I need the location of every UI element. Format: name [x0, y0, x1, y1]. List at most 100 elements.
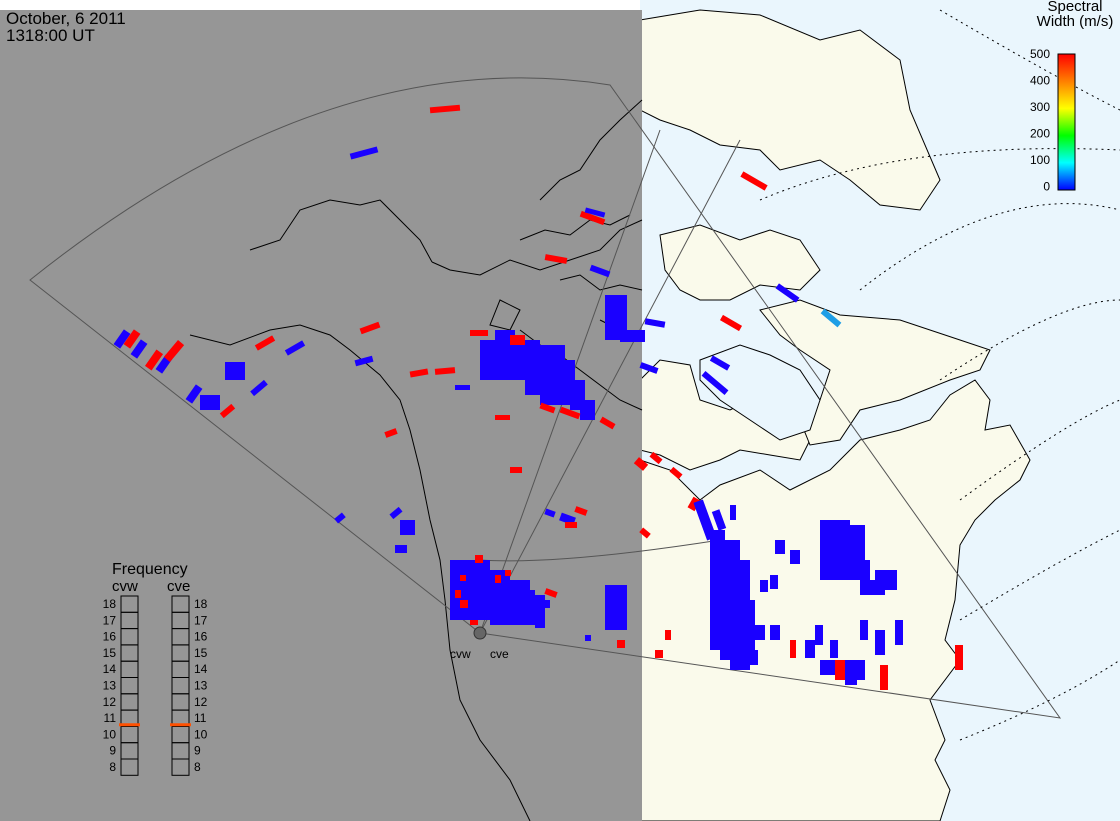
scatter-cell [701, 371, 729, 395]
radar-label-cve: cve [490, 647, 509, 661]
scatter-cell [639, 527, 651, 539]
scatter-cell [144, 349, 164, 371]
colorbar-tick-label: 500 [1030, 47, 1050, 61]
scatter-cell [835, 660, 845, 680]
scatter-cell [790, 550, 800, 564]
scatter-cell [644, 318, 666, 328]
scatter-cell [740, 171, 768, 191]
scatter-cell [580, 400, 595, 420]
scatter-cell [669, 466, 683, 480]
scatter-cell [585, 635, 591, 641]
freq-label: 11 [104, 711, 117, 725]
freq-label: 12 [103, 695, 117, 709]
latitude-arcs [759, 9, 1120, 741]
scatter-cell [719, 314, 743, 332]
scatter-cell [500, 355, 525, 380]
colorbar-tick-label: 0 [1043, 180, 1050, 194]
scatter-cell [123, 329, 141, 349]
scatter-cell [620, 330, 645, 342]
scatter-cell [617, 640, 625, 648]
scatter-cell [544, 254, 568, 264]
colorbar-title-line1: Spectral [1047, 0, 1103, 15]
scatter-cell [225, 362, 245, 380]
scatter-cell [584, 207, 606, 218]
scatter-cell [565, 522, 577, 528]
scatter-cell [711, 509, 727, 531]
freq-label: 9 [194, 744, 201, 758]
scatter-cell [875, 630, 885, 655]
scatter-cell [470, 620, 478, 625]
scatter-cell [655, 650, 663, 658]
scatter-cell [760, 580, 768, 592]
scatter-cell [885, 570, 897, 590]
colorbar-title-line2: Width (m/s) [1036, 13, 1114, 30]
date-label: October, 6 2011 [6, 9, 126, 28]
scatter-cell [665, 630, 671, 640]
scatter-cell [429, 104, 461, 114]
scatter-cell [535, 620, 545, 628]
night-side [0, 10, 642, 821]
scatter-cell [633, 457, 649, 471]
scatter-cell [455, 385, 470, 390]
scatter-cell [495, 415, 510, 420]
scatter-cell [495, 575, 501, 583]
scatter-cell [770, 575, 778, 589]
scatter-cell [510, 467, 522, 473]
scatter-cell [540, 360, 575, 405]
freq-label: 10 [103, 727, 117, 741]
scatter-cell [559, 406, 581, 420]
scatter-cell [389, 506, 403, 520]
scatter-cell [359, 321, 381, 335]
scatter-cell [574, 506, 588, 516]
colorbar-ticks: 500 400 300 200 100 0 [1030, 47, 1050, 194]
scatter-cell [334, 512, 346, 524]
scatter-cell [820, 660, 835, 675]
freq-label: 15 [103, 646, 117, 660]
freq-label: 8 [194, 760, 201, 774]
scatter-cell [615, 600, 627, 620]
scatter-cell [605, 295, 627, 340]
scatter-cell [349, 146, 379, 160]
scatter-cell [510, 335, 525, 345]
freq-label: 16 [194, 630, 208, 644]
scatter-cell [219, 403, 236, 419]
scatter-cell [860, 580, 875, 595]
scatter-cell [505, 570, 511, 576]
colorbar-tick-label: 100 [1030, 153, 1050, 167]
freq-label: 8 [109, 760, 116, 774]
freq-label: 14 [194, 662, 208, 676]
scatter-cell [455, 590, 461, 598]
scatter-cell [544, 588, 558, 598]
freq-label: 13 [103, 679, 117, 693]
freq-label: 9 [109, 744, 116, 758]
scatter-cell [185, 384, 203, 404]
freq-label: 15 [194, 646, 208, 660]
scatter-cell [775, 283, 800, 303]
scatter-cell [860, 620, 868, 640]
scatter-cell [254, 335, 276, 351]
time-label: 1318:00 UT [6, 26, 95, 45]
freq-cell [171, 758, 190, 776]
scatter-cell [409, 368, 429, 378]
freq-label: 18 [103, 597, 117, 611]
scatter-cell [460, 575, 466, 581]
freq-label: 10 [194, 727, 208, 741]
scatter-cell [820, 308, 842, 328]
day-land-baffin [659, 224, 821, 301]
hudson-bay [699, 344, 821, 441]
scatter-cell [845, 525, 865, 565]
scatter-cell [639, 362, 659, 374]
scatter-cell [855, 660, 865, 680]
scatter-data [113, 104, 963, 690]
scatter-cell [539, 402, 556, 414]
scatter-cell [250, 379, 268, 397]
frequency-title: Frequency [112, 561, 188, 578]
frequency-scales: 18 17 16 15 14 13 12 11 10 9 8 18 17 16 15 14 13 12 11 10 9 8 [103, 595, 208, 776]
scatter-cell [880, 665, 888, 690]
scatter-cell [875, 570, 885, 595]
scatter-cell [200, 395, 220, 410]
scatter-cell [460, 600, 468, 608]
scatter-cell [805, 640, 815, 658]
scatter-cell [750, 650, 758, 665]
